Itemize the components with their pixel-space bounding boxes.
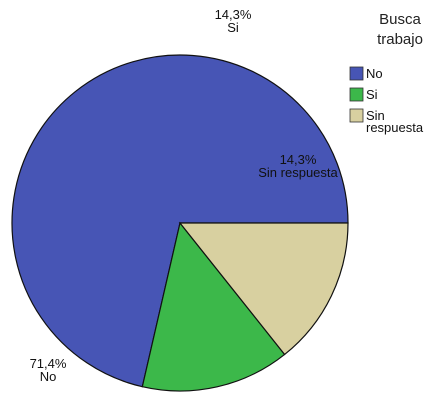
legend-swatch-sin-respuesta <box>349 108 364 123</box>
legend: Busca trabajo No Si Sin respuesta <box>349 11 424 135</box>
legend-label-sin-respuesta: Sin respuesta <box>366 108 424 135</box>
pie-slices <box>11 54 349 392</box>
legend-label-no: No <box>366 66 383 81</box>
pie-labels: 71,4% No 14,3% Si 14,3% Sin respuesta <box>30 7 339 384</box>
legend-swatch-si <box>349 87 364 102</box>
legend-title: Busca trabajo <box>377 11 423 48</box>
legend-swatch-no <box>349 66 364 81</box>
pie-slice-si <box>141 221 286 392</box>
data-label-no: 71,4% No <box>30 356 67 384</box>
data-label-si: 14,3% Si <box>215 7 252 35</box>
pie-slice-no <box>11 54 349 388</box>
data-label-sin-respuesta: 14,3% Sin respuesta <box>258 152 338 180</box>
pie-slice-sin-respuesta <box>178 222 349 356</box>
legend-label-si: Si <box>366 87 378 102</box>
